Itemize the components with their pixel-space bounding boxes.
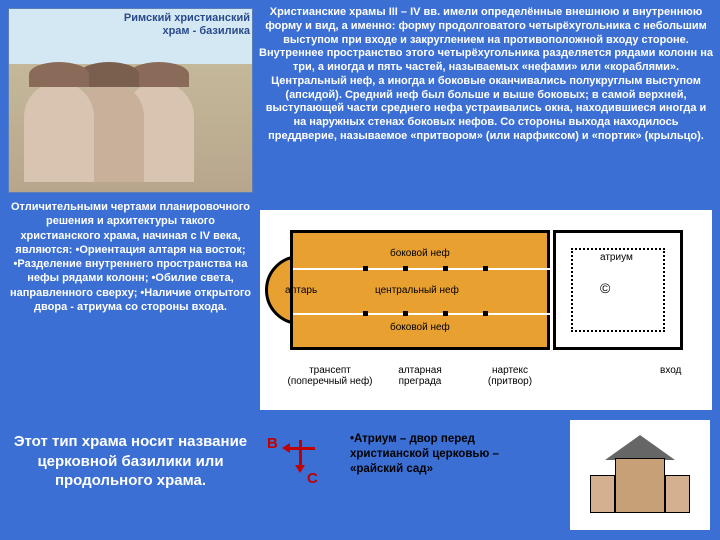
column-dot	[363, 311, 368, 316]
compass-arrow-south	[299, 440, 302, 470]
floor-plan: боковой неф центральный неф боковой неф …	[260, 210, 712, 410]
atrium-definition: •Атриум – двор перед христианской церков…	[350, 432, 550, 477]
label-circle: ©	[600, 280, 610, 296]
label-altarnaya: алтарная преграда	[390, 365, 450, 387]
section-aisle-left	[590, 475, 615, 513]
column-dot	[483, 266, 488, 271]
label-narteks: нартекс (притвор)	[480, 365, 540, 387]
plan-atrium	[553, 230, 683, 350]
main-description: Христианские храмы III – IV вв. имели оп…	[258, 6, 714, 144]
label-altar: алтарь	[285, 285, 317, 296]
nave-divider	[293, 268, 553, 270]
cross-section	[570, 420, 710, 530]
basilica-title: Этот тип храма носит название церковной …	[8, 432, 253, 491]
label-side-nave-top: боковой неф	[390, 248, 450, 259]
section-nave	[615, 458, 665, 513]
nave-divider	[293, 313, 553, 315]
section-aisle-right	[665, 475, 690, 513]
column-dot	[403, 266, 408, 271]
label-transept: трансепт (поперечный неф)	[285, 365, 375, 387]
label-side-nave-bot: боковой неф	[390, 322, 450, 333]
compass: В С	[285, 440, 335, 490]
column-dot	[443, 311, 448, 316]
compass-label-b: В	[267, 435, 278, 452]
section-roof	[605, 435, 675, 460]
column-dot	[483, 311, 488, 316]
label-central-nave: центральный неф	[375, 285, 459, 296]
column-dot	[403, 311, 408, 316]
column-dot	[363, 266, 368, 271]
label-entrance: вход	[660, 365, 681, 376]
features-list: Отличительными чертами планировочного ре…	[8, 200, 253, 314]
church-caption: Римский христианский храм - базилика	[95, 12, 250, 38]
compass-label-c: С	[307, 470, 318, 487]
column-dot	[443, 266, 448, 271]
label-atrium: атриум	[600, 252, 633, 263]
